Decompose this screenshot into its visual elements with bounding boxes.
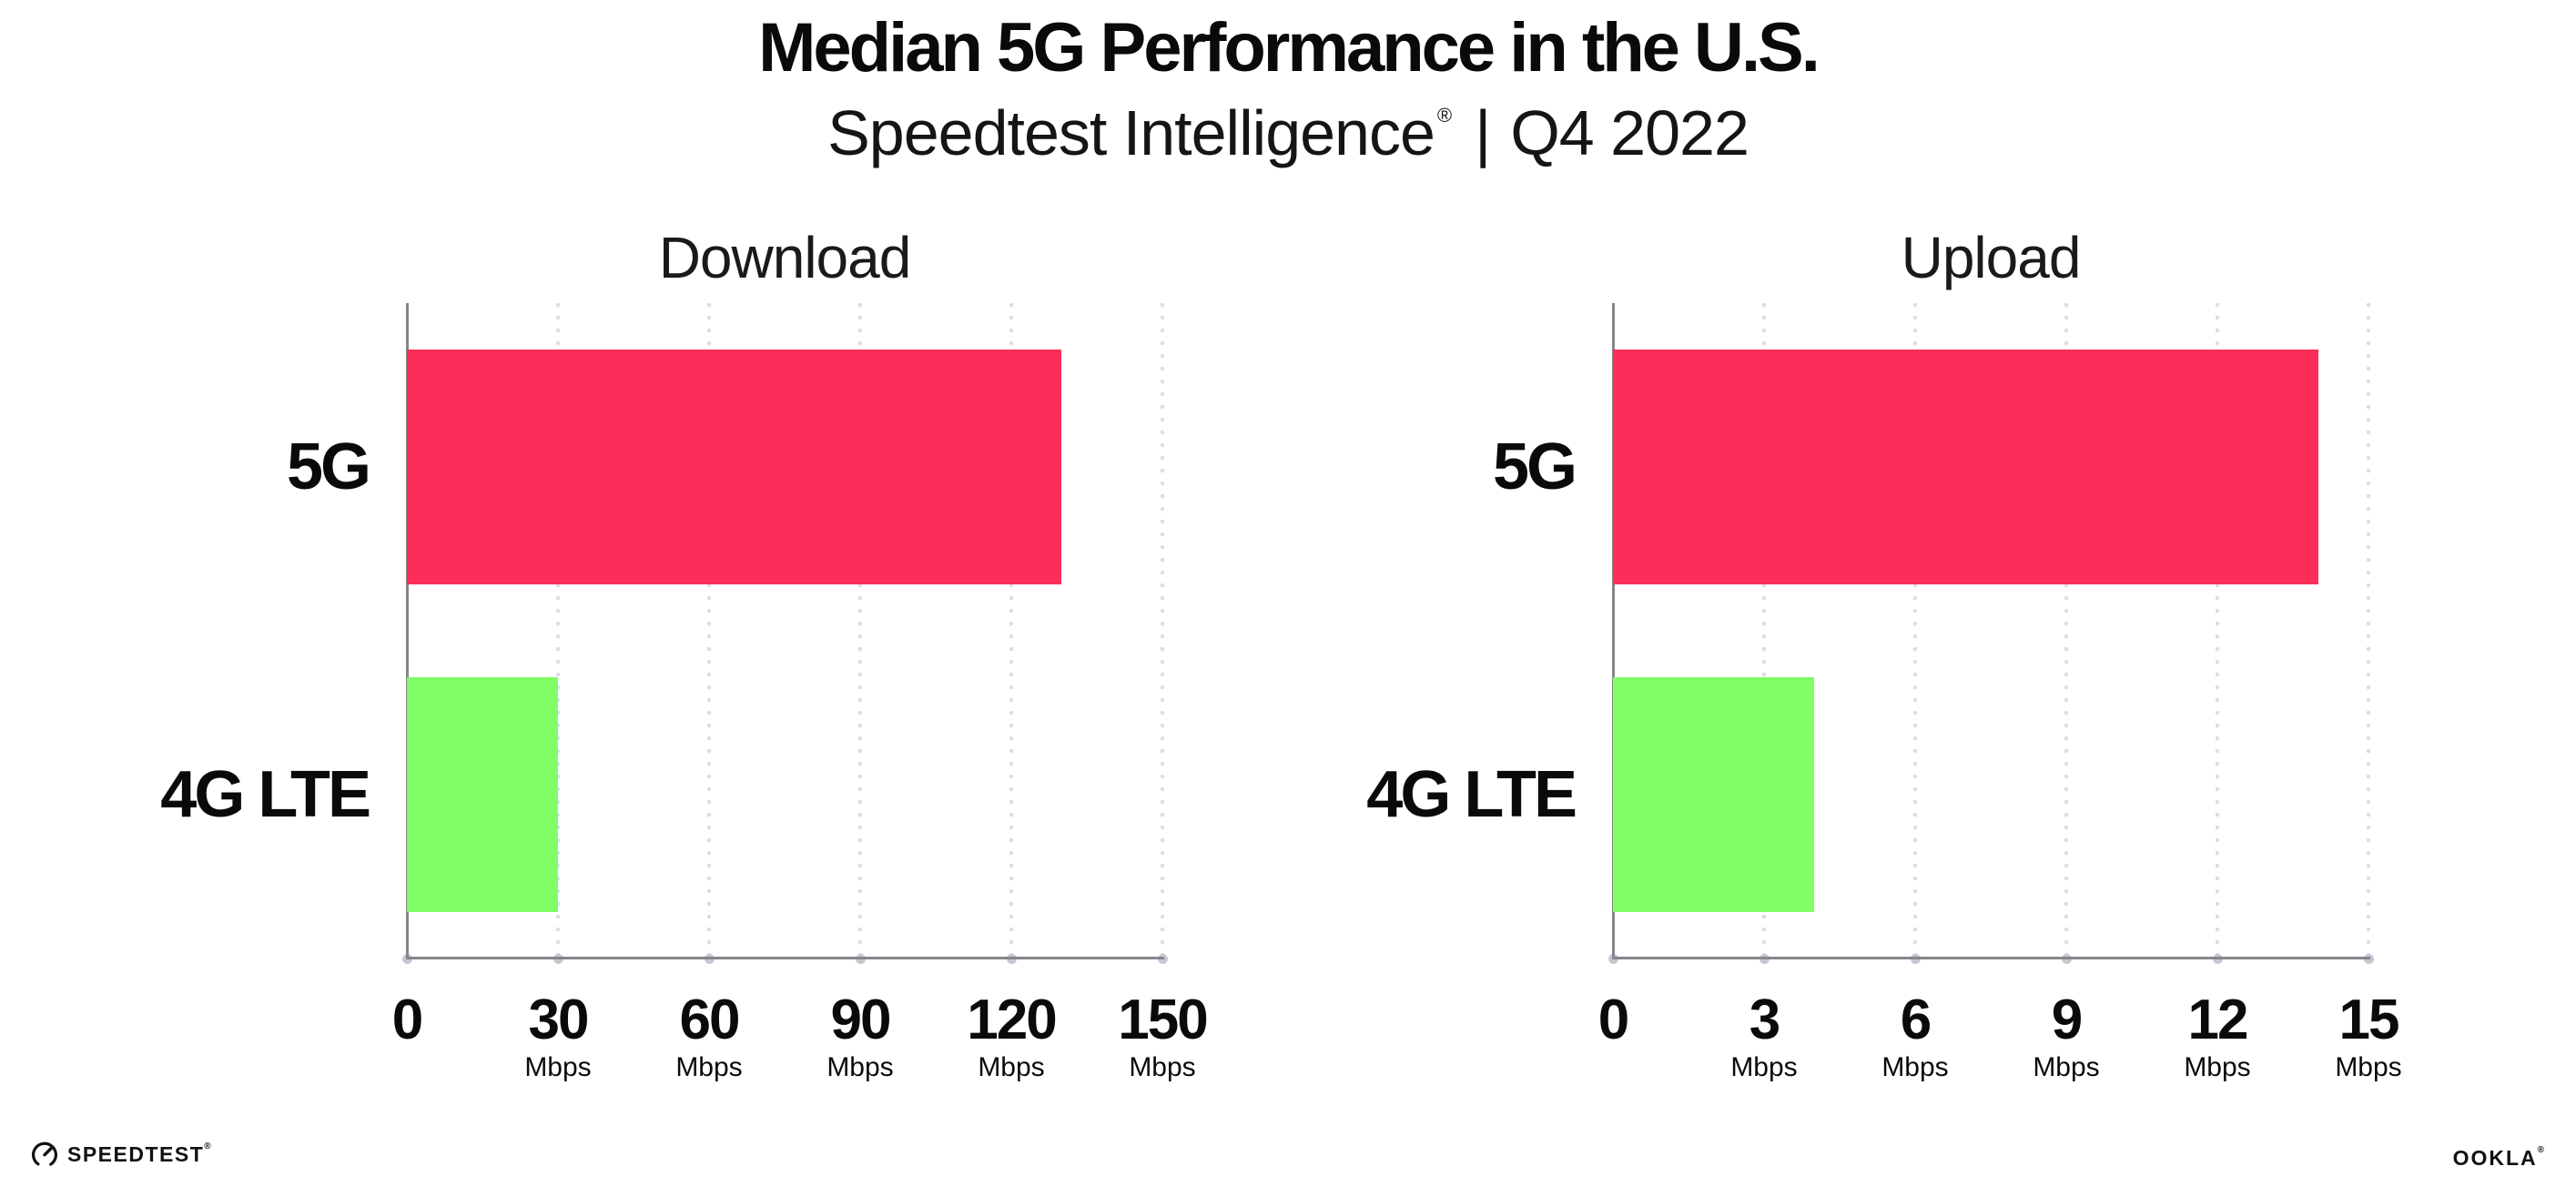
- row-label-5g: 5G: [286, 431, 371, 503]
- x-tick-label: 3: [1749, 989, 1780, 1051]
- gridline: [556, 303, 560, 956]
- x-tick-unit: Mbps: [675, 1052, 743, 1082]
- gridline: [2064, 303, 2068, 956]
- x-tick-unit: Mbps: [1730, 1052, 1798, 1082]
- page-subtitle: Speedtest Intelligence ® | Q4 2022: [0, 91, 2576, 190]
- subtitle-period: Q4 2022: [1510, 97, 1749, 168]
- x-tick-unit: Mbps: [978, 1052, 1045, 1082]
- x-tick-label: 12: [2187, 989, 2249, 1051]
- download-plot-area: 5G 4G LTE 0 30 Mbps 60 Mbps 90 Mbps 120 Mbps 150 Mbp…: [160, 303, 1209, 1082]
- x-tick-label: 6: [1900, 989, 1932, 1051]
- gridline: [1161, 303, 1164, 956]
- page-title: Median 5G Performance in the U.S.: [758, 9, 1820, 86]
- x-tick-label: 30: [528, 989, 590, 1051]
- bar-4g-lte: [407, 677, 558, 912]
- x-axis-line: [1612, 957, 2370, 959]
- x-tick-label: 120: [967, 989, 1057, 1051]
- subtitle-brand: Speedtest Intelligence: [827, 97, 1435, 168]
- x-tick-label: 9: [2051, 989, 2083, 1051]
- x-tick-unit: Mbps: [2033, 1052, 2100, 1082]
- ookla-wordmark: OOKLA®: [2452, 1145, 2546, 1170]
- bar-4g-lte: [1613, 677, 1815, 912]
- speedtest-gauge-icon: [31, 1141, 58, 1168]
- bar-5g: [407, 350, 1062, 584]
- row-label-5g: 5G: [1492, 431, 1577, 503]
- speedtest-logo: SPEEDTEST®: [30, 1140, 212, 1169]
- registered-trademark-symbol: ®: [1436, 104, 1452, 127]
- subtitle-separator: |: [1475, 97, 1491, 168]
- gridline: [1009, 303, 1013, 956]
- x-tick-label: 150: [1118, 989, 1208, 1051]
- chart-title-download: Download: [658, 225, 912, 290]
- gridline: [858, 303, 862, 956]
- x-tick-unit: Mbps: [2335, 1052, 2402, 1082]
- x-tick-label: 90: [830, 989, 892, 1051]
- chart-title-upload: Upload: [1901, 225, 2082, 290]
- upload-plot-area: 5G 4G LTE 0 3 Mbps 6 Mbps 9 Mbps 12 Mbps 15 Mbps: [1366, 303, 2402, 1082]
- gridline: [2216, 303, 2219, 956]
- x-tick-unit: Mbps: [524, 1052, 592, 1082]
- ookla-logo: OOKLA®: [2453, 1145, 2546, 1171]
- gridline: [1762, 303, 1766, 956]
- x-tick-label: 15: [2338, 989, 2400, 1051]
- ookla-registered-symbol: ®: [2537, 1145, 2546, 1155]
- x-tick-label: 60: [679, 989, 741, 1051]
- x-tick-unit: Mbps: [2184, 1052, 2251, 1082]
- bar-5g: [1613, 350, 2318, 584]
- gridline: [2367, 303, 2370, 956]
- x-tick-unit: Mbps: [827, 1052, 894, 1082]
- row-label-4g-lte: 4G LTE: [160, 758, 371, 831]
- x-axis-line: [406, 957, 1164, 959]
- x-tick-unit: Mbps: [1129, 1052, 1196, 1082]
- y-axis-line: [406, 303, 409, 959]
- x-tick-label: 0: [1597, 989, 1629, 1051]
- x-tick-label: 0: [391, 989, 423, 1051]
- gridline: [707, 303, 711, 956]
- row-label-4g-lte: 4G LTE: [1366, 758, 1577, 831]
- y-axis-line: [1612, 303, 1615, 959]
- speedtest-registered-symbol: ®: [204, 1141, 213, 1151]
- gridline: [1913, 303, 1917, 956]
- speedtest-wordmark: SPEEDTEST®: [67, 1141, 213, 1166]
- x-tick-unit: Mbps: [1881, 1052, 1949, 1082]
